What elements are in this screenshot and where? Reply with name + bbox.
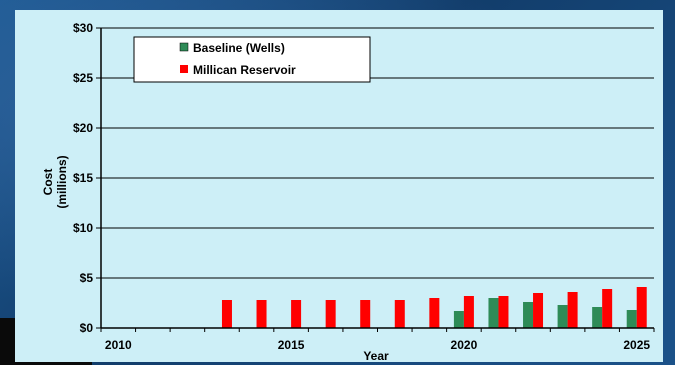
bar-baseline: [453, 311, 464, 328]
y-tick-label: $30: [73, 21, 93, 35]
x-tick-label: 2020: [451, 338, 478, 352]
legend-label-baseline: Baseline (Wells): [193, 41, 285, 55]
legend-swatch-baseline: [179, 42, 189, 52]
bar-baseline: [626, 310, 637, 328]
bar-millican: [291, 300, 302, 328]
bar-millican: [602, 289, 613, 328]
x-tick-label: 2025: [623, 338, 650, 352]
y-tick-label: $15: [73, 171, 93, 185]
tick-labels: $0 $5 $10 $15 $20 $25 $30 2010 2015 2020 2025: [73, 21, 650, 352]
y-tick-label: $10: [73, 221, 93, 235]
bar-millican: [256, 300, 267, 328]
bar-millican: [221, 300, 232, 328]
bar-baseline: [592, 307, 603, 328]
bar-millican: [360, 300, 371, 328]
bar-baseline: [557, 305, 568, 328]
bar-millican: [429, 298, 440, 328]
x-tick-label: 2015: [278, 338, 305, 352]
bar-millican: [394, 300, 405, 328]
legend-box: [133, 36, 371, 83]
legend: Baseline (Wells) Millican Reservoir: [133, 36, 371, 83]
y-tick-label: $25: [73, 71, 93, 85]
x-axis-title: Year: [363, 349, 389, 363]
bar-millican: [636, 287, 647, 328]
bars: [221, 287, 647, 328]
legend-swatch-millican: [180, 65, 188, 73]
x-tick-label: 2010: [105, 338, 132, 352]
axes: [96, 27, 655, 332]
bar-baseline: [523, 302, 534, 328]
y-tick-label: $20: [73, 121, 93, 135]
y-axis-title-line2: (millions): [55, 155, 69, 208]
bar-millican: [533, 293, 544, 328]
bar-millican: [325, 300, 336, 328]
y-tick-label: $5: [80, 271, 94, 285]
legend-label-millican: Millican Reservoir: [193, 63, 296, 77]
bar-millican: [567, 292, 578, 328]
y-axis-title-line1: Cost: [41, 169, 55, 196]
bar-baseline: [488, 298, 499, 328]
bar-millican: [463, 296, 474, 328]
bar-millican: [498, 296, 509, 328]
y-tick-label: $0: [80, 321, 94, 335]
